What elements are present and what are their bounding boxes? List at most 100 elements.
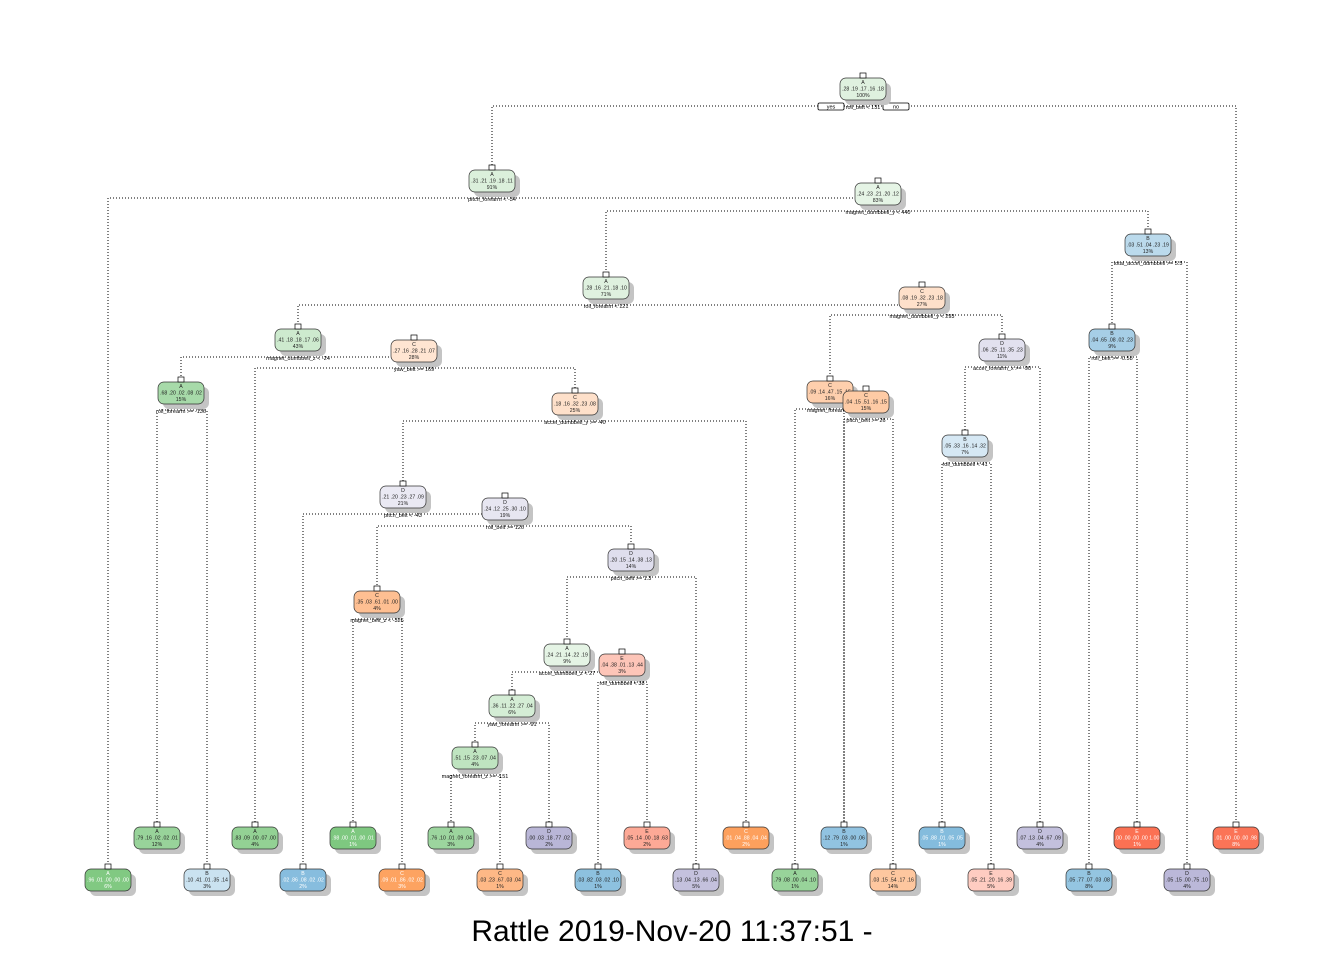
node-percentage: 5%: [692, 884, 700, 890]
node-class-probabilities: .83 .09 .00 .07 .00: [234, 836, 276, 842]
split-rule-label: magnet_dumbbell_y < 293: [890, 314, 955, 320]
node-percentage: 9%: [1108, 344, 1116, 350]
node-number-tab: [294, 323, 302, 330]
node-class-probabilities: .10 .41 .01 .35 .14: [186, 878, 228, 884]
left-branch-line: [352, 618, 377, 822]
left-branch-line: [254, 367, 414, 822]
leaf-node: D.13 .04 .13 .66 .045%: [672, 863, 724, 896]
leaf-node: A.79 .08 .00 .04 .101%: [771, 863, 823, 896]
split-labels: roll_belt < 131 pitch_forearm < -34 magnet…: [156, 102, 1182, 780]
leaf-node: A.98 .00 .01 .00 .011%: [329, 821, 381, 854]
node-class-probabilities: .02 .86 .08 .02 .02: [282, 878, 324, 884]
node-percentage: 4%: [1036, 842, 1044, 848]
node-class-label: C: [828, 383, 832, 389]
leaf-node: E.00 .00 .00 .00 1.001%: [1113, 821, 1165, 854]
right-branch-line: [631, 576, 697, 864]
node-percentage: 1%: [938, 842, 946, 848]
node-number-tab: [643, 821, 651, 828]
node-class-label: A: [861, 80, 865, 86]
yes-branch-tab: yes: [817, 102, 845, 111]
leaf-node: E.01 .00 .00 .00 .988%: [1212, 821, 1264, 854]
node-class-probabilities: .27 .16 .28 .21 .07: [393, 349, 435, 355]
split-rule-label: pitch_belt >= 26: [846, 418, 885, 424]
node-percentage: 14%: [626, 564, 637, 570]
left-branch-line: [794, 408, 830, 864]
node-class-probabilities: .04 .38 .01 .13 .44: [601, 663, 643, 669]
node-class-probabilities: .07 .13 .04 .67 .09: [1019, 836, 1061, 842]
leaf-node: A.76 .10 .01 .09 .043%: [427, 821, 479, 854]
leaf-node: B.05 .77 .07 .03 .088%: [1065, 863, 1117, 896]
split-rule-label: yaw_belt >= 169: [394, 367, 434, 373]
node-class-label: A: [604, 279, 608, 285]
node-percentage: 43%: [293, 344, 304, 350]
node-class-probabilities: .96 .01 .00 .00 .00: [87, 878, 129, 884]
node-number-tab: [508, 689, 516, 696]
left-branch-line: [474, 722, 512, 742]
node-percentage: 15%: [176, 397, 187, 403]
node-number-tab: [1108, 323, 1116, 330]
node-number-tab: [859, 72, 867, 79]
split-rule-label: magnet_dumbbell_z < -24: [266, 356, 330, 362]
node-class-label: B: [596, 871, 600, 877]
node-class-label: A: [106, 871, 110, 877]
node-class-probabilities: .36 .11 .22 .27 .04: [491, 704, 533, 710]
left-branch-line: [180, 356, 298, 377]
node-class-label: D: [547, 829, 551, 835]
node-number-tab: [177, 376, 185, 383]
left-branch-line: [566, 576, 631, 639]
node-class-probabilities: .09 .14 .47 .15 .15: [809, 390, 851, 396]
leaf-node: B.03 .82 .03 .02 .101%: [574, 863, 626, 896]
node-percentage: 1%: [349, 842, 357, 848]
node-class-label: D: [694, 871, 698, 877]
node-percentage: 4%: [251, 842, 259, 848]
node-class-label: B: [1110, 331, 1114, 337]
node-number-tab: [488, 164, 496, 171]
leaf-node: C.09 .01 .86 .02 .023%: [378, 863, 430, 896]
node-percentage: 12%: [152, 842, 163, 848]
node-class-label: C: [412, 342, 416, 348]
node-class-label: B: [205, 871, 209, 877]
node-class-label: D: [1000, 341, 1004, 347]
right-branch-line: [965, 462, 992, 864]
node-class-label: E: [1234, 829, 1238, 835]
node-number-tab: [410, 334, 418, 341]
node-number-tab: [203, 863, 211, 870]
node-percentage: 13%: [1143, 249, 1154, 255]
node-class-probabilities: .12 .79 .03 .00 .06: [823, 836, 865, 842]
right-branch-line: [505, 525, 632, 544]
node-number-tab: [571, 387, 579, 394]
node-percentage: 83%: [873, 198, 884, 204]
left-branch-line: [156, 409, 181, 822]
node-class-probabilities: .13 .04 .13 .66 .04: [675, 878, 717, 884]
node-number-tab: [399, 480, 407, 487]
node-class-label: B: [1087, 871, 1091, 877]
node-number-tab: [692, 863, 700, 870]
node-number-tab: [1183, 863, 1191, 870]
split-node: A.24 .21 .14 .22 .199%: [543, 638, 595, 671]
node-number-tab: [618, 648, 626, 655]
node-class-label: C: [498, 871, 502, 877]
node-class-probabilities: .05 .88 .01 .05 .05: [921, 836, 963, 842]
right-branch-line: [830, 408, 845, 822]
node-percentage: 28%: [409, 355, 420, 361]
node-class-probabilities: .20 .15 .14 .38 .13: [610, 558, 652, 564]
left-branch-line: [964, 366, 1002, 430]
node-class-label: A: [876, 185, 880, 191]
split-node: A.51 .15 .23 .07 .044%: [451, 741, 503, 774]
node-class-probabilities: .24 .23 .21 .20 .12: [857, 192, 899, 198]
node-class-label: C: [864, 393, 868, 399]
node-percentage: 1%: [496, 884, 504, 890]
node-percentage: 3%: [398, 884, 406, 890]
node-percentage: 100%: [856, 93, 870, 99]
right-branch-line: [492, 178, 879, 199]
node-percentage: 3%: [618, 669, 626, 675]
node-percentage: 6%: [104, 884, 112, 890]
node-class-probabilities: .03 .15 .54 .17 .16: [872, 878, 914, 884]
right-branch-line: [377, 618, 403, 864]
node-number-tab: [889, 863, 897, 870]
